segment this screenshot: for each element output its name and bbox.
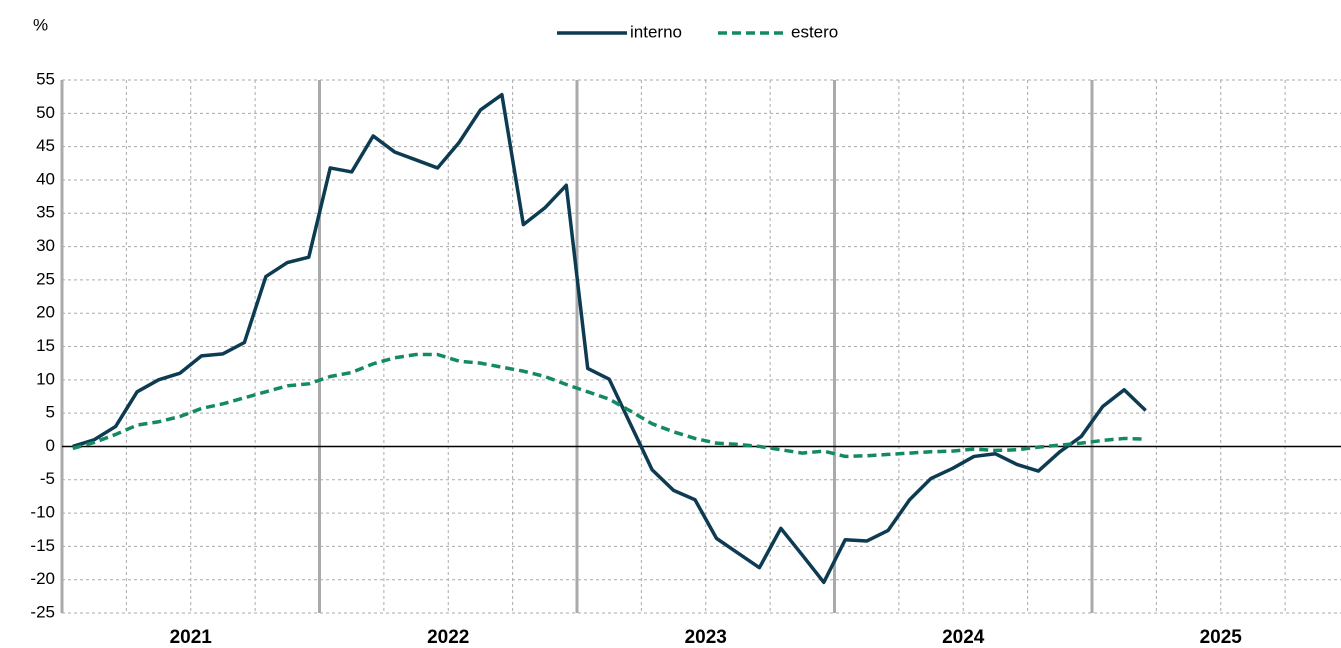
x-tick-label: 2023	[685, 627, 727, 648]
x-tick-label: 2022	[427, 627, 469, 648]
y-tick-label: 35	[36, 203, 55, 222]
y-tick-label: 10	[36, 369, 55, 388]
x-tick-label: 2025	[1200, 627, 1243, 648]
y-axis-label: %	[33, 15, 48, 34]
y-tick-label: 50	[36, 103, 55, 122]
y-tick-label: -5	[40, 469, 55, 488]
y-tick-label: 25	[36, 269, 55, 288]
y-tick-label: 55	[36, 69, 55, 88]
x-tick-label: 2021	[170, 627, 213, 648]
y-tick-label: -20	[30, 569, 55, 588]
y-tick-label: 20	[36, 303, 55, 322]
y-tick-label: 0	[46, 436, 55, 455]
x-tick-label: 2024	[942, 627, 985, 648]
legend-label: interno	[630, 22, 682, 41]
y-tick-label: 30	[36, 236, 55, 255]
legend-label: estero	[791, 22, 838, 41]
y-tick-label: 5	[46, 403, 55, 422]
y-tick-label: 45	[36, 136, 55, 155]
y-tick-label: -25	[30, 602, 55, 621]
y-tick-label: 40	[36, 169, 55, 188]
series-line	[72, 352, 1146, 459]
series-line	[72, 92, 1147, 585]
y-tick-label: -15	[30, 536, 55, 555]
y-tick-label: -10	[30, 503, 55, 522]
y-tick-label: 15	[36, 336, 55, 355]
